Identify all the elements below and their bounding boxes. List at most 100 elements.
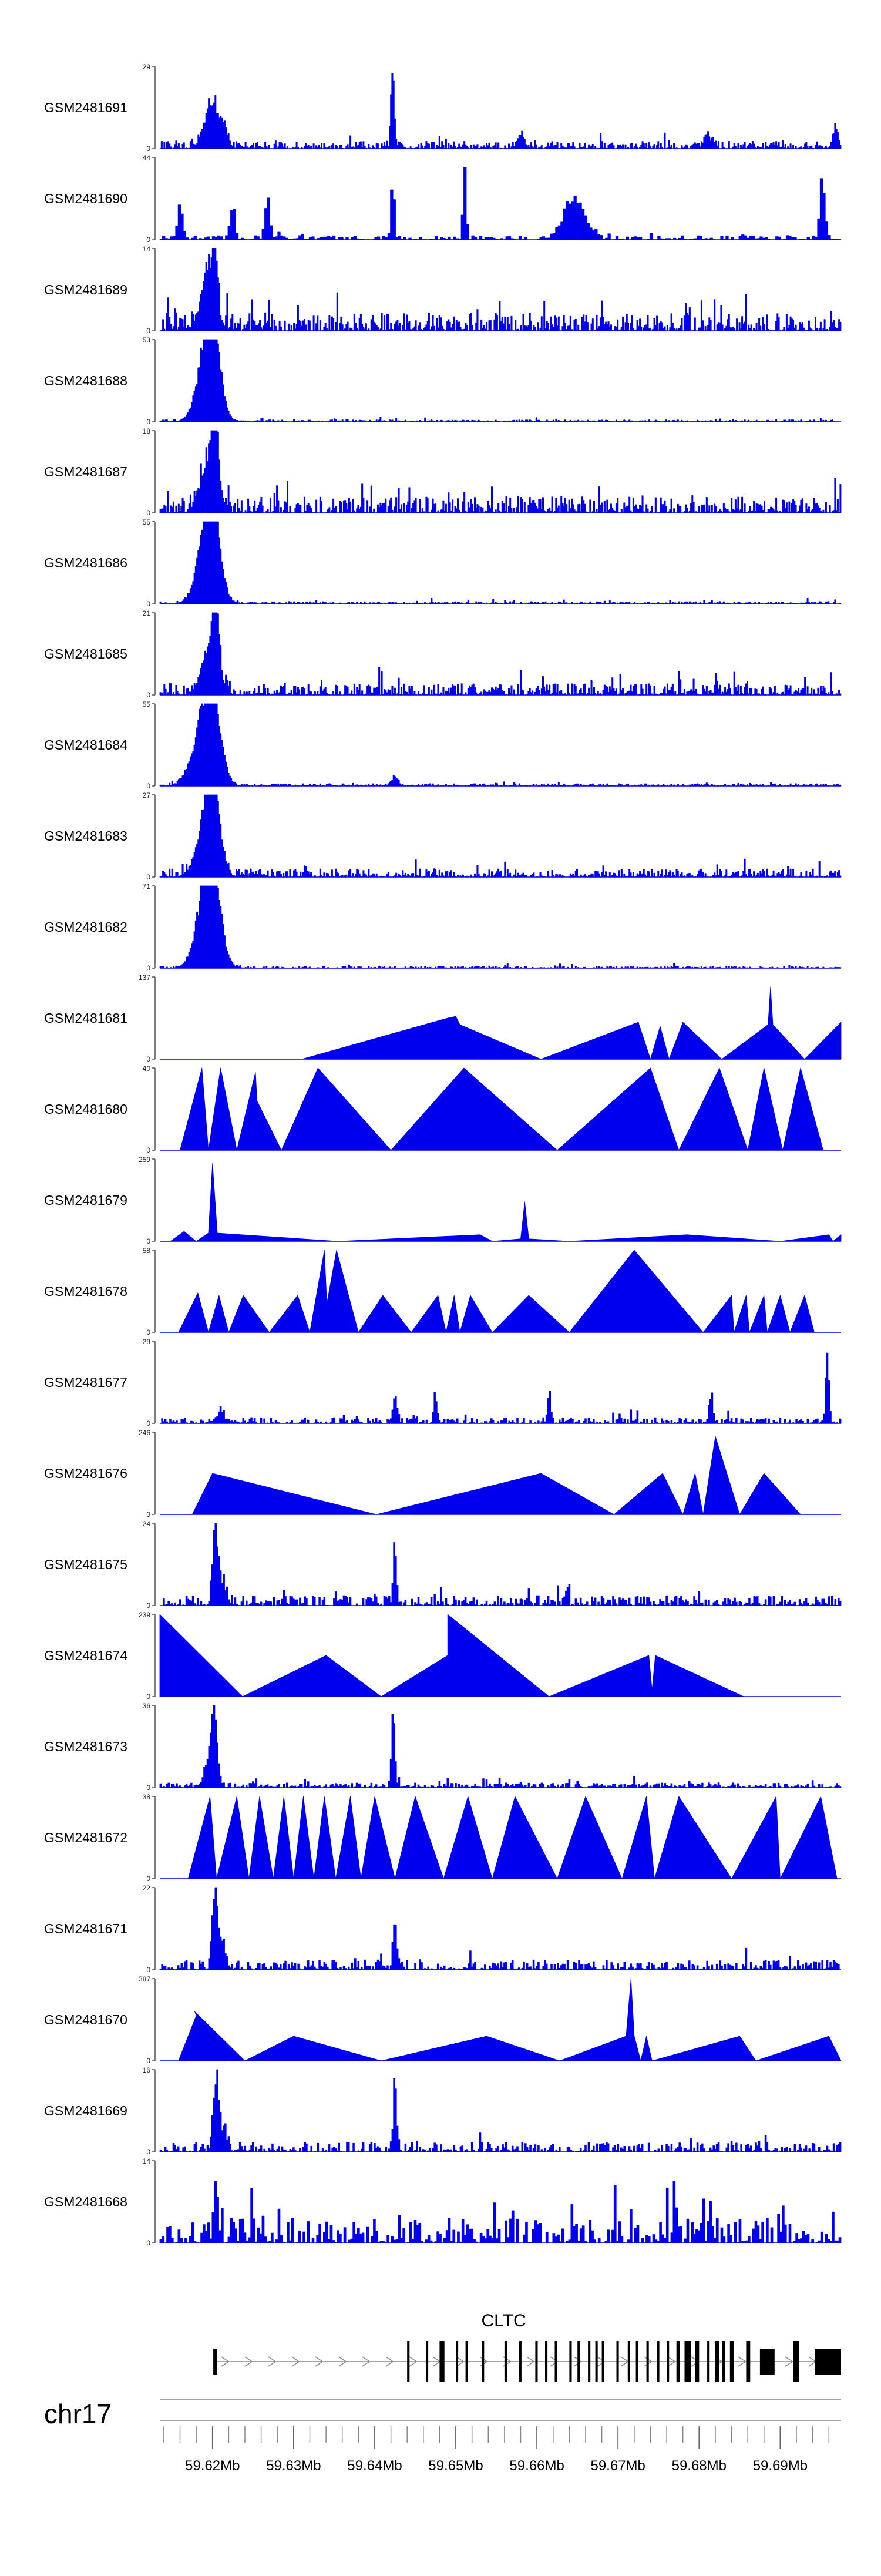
strand-arrow-icon (667, 2356, 676, 2367)
axis-tick-label: 59.67Mb (590, 2458, 645, 2474)
track-gsm2481686: GSM2481686 55 0 (44, 518, 842, 608)
coverage-area-gsm2481670 (178, 1978, 842, 2061)
y-max-label-gsm2481687: 18 (143, 427, 151, 435)
gene-exon (595, 2341, 598, 2382)
track-gsm2481688: GSM2481688 53 0 (44, 336, 842, 426)
gene-exon (746, 2341, 751, 2382)
coverage-area-gsm2481673 (159, 1705, 842, 1788)
track-gsm2481683: GSM2481683 27 0 (44, 791, 842, 881)
gene-exon (465, 2341, 468, 2382)
strand-arrow-icon (785, 2356, 793, 2367)
y-zero-label-gsm2481668: 0 (146, 2239, 150, 2247)
gene-exon (588, 2341, 591, 2382)
gene-exon (439, 2341, 445, 2382)
y-zero-label-gsm2481670: 0 (146, 2057, 150, 2065)
track-gsm2481676: GSM2481676 246 0 (44, 1429, 841, 1519)
track-label-gsm2481686: GSM2481686 (44, 555, 127, 570)
strand-arrow-icon (244, 2356, 253, 2367)
y-max-label-gsm2481669: 16 (143, 2066, 151, 2074)
chromosome-label: chr17 (44, 2399, 112, 2429)
track-gsm2481677: GSM2481677 29 0 (44, 1338, 842, 1428)
y-zero-label-gsm2481686: 0 (146, 600, 150, 608)
strand-arrow-icon (385, 2356, 394, 2367)
gene-exon (482, 2341, 485, 2382)
gene-exon (616, 2341, 619, 2382)
track-gsm2481689: GSM2481689 14 0 (44, 245, 842, 335)
coverage-area-gsm2481681 (301, 986, 842, 1060)
gene-exon (554, 2341, 557, 2382)
y-zero-label-gsm2481676: 0 (146, 1510, 150, 1519)
y-zero-label-gsm2481689: 0 (146, 327, 150, 335)
track-label-gsm2481690: GSM2481690 (44, 191, 127, 206)
y-zero-label-gsm2481691: 0 (146, 145, 150, 153)
track-gsm2481687: GSM2481687 18 0 (44, 427, 842, 517)
y-zero-label-gsm2481675: 0 (146, 1601, 150, 1610)
y-max-label-gsm2481677: 29 (143, 1338, 151, 1346)
track-gsm2481684: GSM2481684 55 0 (44, 700, 842, 790)
coverage-area-gsm2481685 (159, 612, 842, 696)
gene-exon (707, 2341, 710, 2382)
coverage-area-gsm2481682 (159, 885, 842, 969)
y-max-label-gsm2481670: 387 (139, 1975, 150, 1983)
coverage-area-gsm2481691 (159, 73, 842, 149)
coverage-area-gsm2481688 (159, 339, 842, 422)
track-label-gsm2481675: GSM2481675 (44, 1557, 127, 1572)
track-label-gsm2481682: GSM2481682 (44, 919, 127, 935)
y-zero-label-gsm2481681: 0 (146, 1055, 150, 1063)
y-zero-label-gsm2481687: 0 (146, 509, 150, 517)
strand-arrow-icon (526, 2356, 535, 2367)
track-gsm2481678: GSM2481678 58 0 (44, 1247, 841, 1336)
gene-exon (729, 2341, 734, 2382)
y-max-label-gsm2481684: 55 (143, 700, 151, 708)
gene-track: CLTC (213, 2311, 841, 2382)
y-max-label-gsm2481691: 29 (143, 63, 151, 71)
gene-exon (577, 2341, 580, 2382)
track-label-gsm2481681: GSM2481681 (44, 1010, 127, 1026)
y-max-label-gsm2481686: 55 (143, 518, 151, 526)
track-label-gsm2481683: GSM2481683 (44, 828, 127, 844)
y-max-label-gsm2481688: 53 (143, 336, 151, 344)
gene-exon (407, 2341, 410, 2382)
track-gsm2481685: GSM2481685 21 0 (44, 609, 842, 699)
y-zero-label-gsm2481674: 0 (146, 1692, 150, 1701)
strand-arrow-icon (597, 2356, 606, 2367)
track-gsm2481690: GSM2481690 44 0 (44, 154, 842, 244)
axis-tick-label: 59.66Mb (509, 2458, 564, 2474)
y-max-label-gsm2481680: 40 (143, 1064, 151, 1073)
coverage-area-gsm2481680 (180, 1067, 823, 1151)
coverage-area-gsm2481675 (159, 1523, 842, 1606)
y-zero-label-gsm2481679: 0 (146, 1237, 150, 1245)
y-max-label-gsm2481689: 14 (143, 245, 151, 253)
track-gsm2481674: GSM2481674 239 0 (44, 1611, 841, 1701)
track-gsm2481675: GSM2481675 24 0 (44, 1520, 842, 1610)
track-label-gsm2481691: GSM2481691 (44, 100, 127, 115)
gene-exon (695, 2341, 700, 2382)
gene-exon (545, 2341, 548, 2382)
strand-arrow-icon (409, 2356, 418, 2367)
track-gsm2481681: GSM2481681 137 0 (44, 973, 842, 1063)
gene-exon (676, 2341, 680, 2382)
y-max-label-gsm2481683: 27 (143, 791, 151, 800)
gene-exon (569, 2341, 572, 2382)
track-gsm2481668: GSM2481668 14 0 (44, 2157, 842, 2247)
y-max-label-gsm2481672: 38 (143, 1793, 151, 1801)
coverage-area-gsm2481683 (159, 794, 842, 878)
y-zero-label-gsm2481684: 0 (146, 782, 150, 790)
track-label-gsm2481685: GSM2481685 (44, 646, 127, 661)
strand-arrow-icon (573, 2356, 582, 2367)
track-label-gsm2481669: GSM2481669 (44, 2103, 127, 2118)
gene-exon (426, 2341, 429, 2382)
y-zero-label-gsm2481672: 0 (146, 1875, 150, 1883)
y-max-label-gsm2481674: 239 (139, 1611, 150, 1619)
gene-exon (667, 2341, 670, 2382)
y-max-label-gsm2481673: 36 (143, 1702, 151, 1710)
strand-arrow-icon (221, 2356, 230, 2367)
gene-exon (684, 2341, 691, 2382)
strand-arrow-icon (338, 2356, 347, 2367)
gene-exon (646, 2341, 649, 2382)
gene-exon (722, 2341, 725, 2382)
coverage-area-gsm2481676 (191, 1436, 801, 1515)
coverage-area-gsm2481686 (159, 521, 842, 604)
